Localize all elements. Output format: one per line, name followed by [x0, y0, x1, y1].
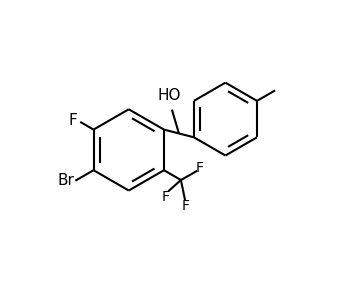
Text: F: F — [162, 190, 170, 204]
Text: HO: HO — [157, 88, 181, 103]
Text: F: F — [181, 199, 189, 213]
Text: F: F — [69, 113, 78, 128]
Text: F: F — [196, 161, 204, 175]
Text: Br: Br — [57, 173, 74, 188]
